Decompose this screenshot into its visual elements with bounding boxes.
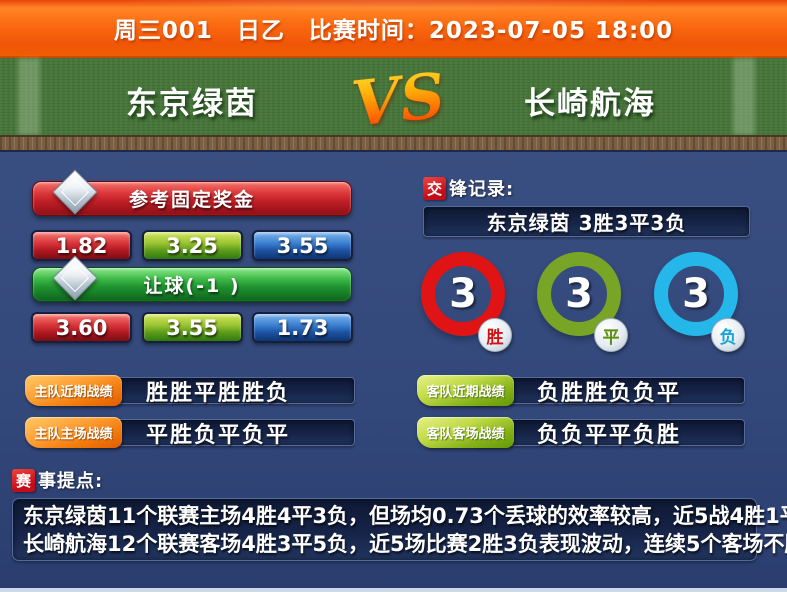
ring-draws: 3 平 — [537, 252, 628, 352]
away-recent-form-label: 客队近期战绩 — [417, 375, 514, 406]
vs-text: VS — [348, 50, 450, 149]
fixed-odds-header: 参考固定奖金 — [32, 169, 352, 216]
win-badge: 胜 — [478, 318, 512, 352]
fixed-odds-row: 1.82 3.25 3.55 — [31, 230, 353, 261]
handicap-odds-row: 3.60 3.55 1.73 — [31, 312, 353, 343]
away-ground-form-value: 负负平平负胜 — [536, 422, 681, 448]
win-count: 3 — [449, 271, 477, 317]
home-recent-form-bar — [81, 377, 355, 404]
handicap-odds-title: 让球(-1 ) — [143, 275, 241, 297]
home-ground-form-bar — [81, 419, 355, 446]
vs-graphic: VS — [348, 55, 448, 147]
tips-title: 事提点: — [38, 471, 104, 492]
head-to-head-badge-icon: 交 — [423, 176, 446, 200]
away-ground-form-row: 客队客场战绩 负负平平负胜 — [417, 417, 745, 448]
bottom-edge-strip — [0, 588, 787, 592]
away-recent-form-row: 客队近期战绩 负胜胜负负平 — [417, 375, 745, 406]
match-info-text: 周三001 日乙 比赛时间：2023-07-05 18:00 — [113, 18, 674, 44]
away-ground-form-bar — [473, 419, 745, 446]
fixed-odds-win-button[interactable]: 1.82 — [31, 230, 132, 261]
tips-line-2: 长崎航海12个联赛客场4胜3平5负，近5场比赛2胜3负表现波动，连续5个客场不胜… — [23, 532, 787, 556]
fixed-odds-loss-button[interactable]: 3.55 — [252, 230, 353, 261]
draw-count: 3 — [565, 271, 593, 317]
tips-box: 东京绿茵11个联赛主场4胜4平3负，但场均0.73个丢球的效率较高，近5战4胜1… — [12, 498, 787, 561]
handicap-odds-loss-button[interactable]: 1.73 — [252, 312, 353, 343]
fixed-odds-title: 参考固定奖金 — [128, 189, 255, 211]
pitch-stripe-right — [733, 58, 755, 135]
fixed-odds-draw-button[interactable]: 3.25 — [141, 230, 243, 261]
handicap-odds-header: 让球(-1 ) — [32, 255, 352, 302]
draw-badge: 平 — [594, 318, 628, 352]
head-to-head-title: 锋记录: — [449, 179, 515, 200]
ring-wins: 3 胜 — [421, 252, 512, 352]
home-recent-form-label: 主队近期战绩 — [25, 375, 122, 406]
loss-count: 3 — [682, 271, 710, 317]
away-team-name: 长崎航海 — [524, 86, 656, 122]
tips-line-1: 东京绿茵11个联赛主场4胜4平3负，但场均0.73个丢球的效率较高，近5战4胜1… — [23, 504, 787, 528]
home-team-name: 东京绿茵 — [126, 86, 258, 122]
home-ground-form-value: 平胜负平负平 — [145, 422, 290, 448]
pitch-stripe-left — [18, 58, 40, 135]
loss-badge: 负 — [711, 318, 745, 352]
home-recent-form-row: 主队近期战绩 胜胜平胜胜负 — [25, 375, 355, 406]
head-to-head-summary: 东京绿茵 3胜3平3负 — [423, 206, 750, 237]
away-recent-form-bar — [473, 377, 745, 404]
handicap-odds-win-button[interactable]: 3.60 — [31, 312, 132, 343]
match-info-banner: 周三001 日乙 比赛时间：2023-07-05 18:00 — [0, 0, 787, 58]
tips-badge-icon: 赛 — [12, 468, 35, 492]
away-recent-form-value: 负胜胜负负平 — [536, 380, 681, 406]
away-ground-form-label: 客队客场战绩 — [417, 417, 514, 448]
pitch-dirt-strip — [0, 135, 787, 152]
home-ground-form-label: 主队主场战绩 — [25, 417, 122, 448]
tips-header: 赛 事提点: — [12, 468, 103, 492]
head-to-head-header: 交 锋记录: — [423, 176, 514, 200]
diamond-icon — [52, 169, 98, 215]
handicap-odds-draw-button[interactable]: 3.55 — [141, 312, 243, 343]
diamond-icon — [52, 255, 98, 301]
home-ground-form-row: 主队主场战绩 平胜负平负平 — [25, 417, 355, 448]
pitch-background — [0, 58, 787, 152]
home-recent-form-value: 胜胜平胜胜负 — [145, 380, 290, 406]
ring-losses: 3 负 — [654, 252, 745, 352]
